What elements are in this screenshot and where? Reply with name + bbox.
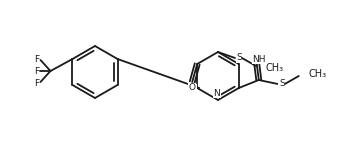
Text: N: N <box>214 89 221 98</box>
Text: CH₃: CH₃ <box>266 63 284 73</box>
Text: NH: NH <box>252 55 266 64</box>
Text: F: F <box>34 55 39 64</box>
Text: F: F <box>34 78 39 88</box>
Text: O: O <box>189 83 196 93</box>
Text: S: S <box>236 54 242 62</box>
Text: N: N <box>189 85 196 93</box>
Text: F: F <box>34 67 39 76</box>
Text: S: S <box>279 79 285 88</box>
Text: CH₃: CH₃ <box>309 69 327 79</box>
